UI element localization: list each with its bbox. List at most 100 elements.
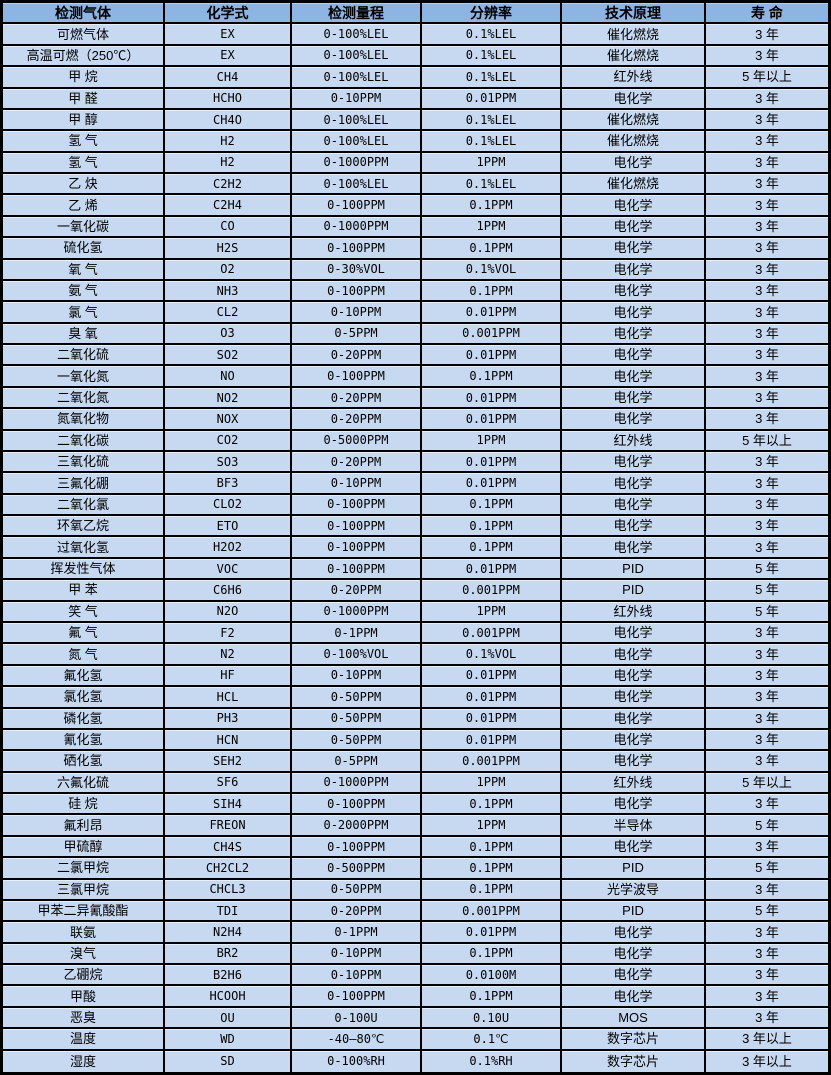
cell-lifespan: 3 年 [706,238,828,257]
cell-formula: NH3 [165,280,292,301]
cell-principle: 电化学 [562,729,706,750]
cell-lifespan: 3 年 [706,922,828,941]
cell-gas: 硅 烷 [3,794,165,814]
cell-resolution: 0.10U [422,1007,562,1028]
table-row: 氮 气 N2 0-100%VOL 0.1%VOL 电化学 3 年 [3,644,828,666]
cell-principle: 数字芯片 [562,1029,706,1049]
cell-range: 0-10PPM [292,473,422,493]
cell-gas: 氧 气 [3,259,165,279]
cell-gas: 溴气 [3,943,165,964]
cell-principle: 电化学 [562,836,706,857]
table-row: 溴气 BR2 0-10PPM 0.1PPM 电化学 3 年 [3,943,828,966]
table-row: 氟化氢 HF 0-10PPM 0.01PPM 电化学 3 年 [3,665,828,688]
table-row: 硒化氢 SEH2 0-5PPM 0.001PPM 电化学 3 年 [3,751,828,773]
cell-lifespan: 3 年 [706,153,828,172]
cell-gas: 联氨 [3,922,165,942]
cell-resolution: 0.1℃ [422,1029,562,1049]
cell-formula: HCL [165,687,292,707]
cell-resolution: 1PPM [422,601,562,622]
cell-principle: 电化学 [562,195,706,215]
cell-range: 0-30%VOL [292,259,422,279]
cell-formula: SIH4 [165,794,292,814]
cell-gas: 乙 炔 [3,174,165,194]
cell-range: 0-20PPM [292,409,422,429]
cell-range: 0-50PPM [292,708,422,728]
table-row: 硫化氢 H2S 0-100PPM 0.1PPM 电化学 3 年 [3,238,828,260]
cell-gas: 恶臭 [3,1007,165,1028]
table-row: 氯 气 CL2 0-10PPM 0.01PPM 电化学 3 年 [3,302,828,324]
table-row: 三氧化硫 SO3 0-20PPM 0.01PPM 电化学 3 年 [3,451,828,474]
cell-resolution: 0.01PPM [422,345,562,365]
cell-range: 0-5PPM [292,323,422,344]
cell-gas: 氮氧化物 [3,409,165,429]
cell-range: 0-100PPM [292,494,422,515]
cell-formula: CLO2 [165,494,292,515]
cell-gas: 磷化氢 [3,708,165,728]
cell-lifespan: 3 年 [706,687,828,706]
cell-resolution: 0.001PPM [422,751,562,771]
cell-formula: C6H6 [165,580,292,600]
cell-principle: 电化学 [562,302,706,322]
cell-gas: 六氟化硫 [3,772,165,793]
cell-gas: 甲 醇 [3,109,165,130]
cell-range: 0-1PPM [292,922,422,942]
cell-gas: 氟化氢 [3,665,165,686]
cell-range: 0-100PPM [292,836,422,857]
cell-formula: TDI [165,900,292,921]
cell-lifespan: 3 年 [706,794,828,813]
cell-gas: 氮 气 [3,644,165,664]
cell-formula: VOC [165,558,292,579]
cell-formula: HCHO [165,88,292,108]
table-row: 恶臭 OU 0-100U 0.10U MOS 3 年 [3,1007,828,1030]
table-row: 氯化氢 HCL 0-50PPM 0.01PPM 电化学 3 年 [3,687,828,709]
cell-gas: 乙硼烷 [3,965,165,985]
cell-gas: 环氧乙烷 [3,516,165,536]
cell-formula: BR2 [165,943,292,964]
cell-range: 0-5000PPM [292,430,422,450]
cell-resolution: 1PPM [422,152,562,173]
cell-lifespan: 3 年 [706,46,828,65]
table-row: 环氧乙烷 ETO 0-100PPM 0.1PPM 电化学 3 年 [3,516,828,538]
cell-lifespan: 5 年 [706,815,828,834]
cell-range: 0-20PPM [292,387,422,408]
cell-range: 0-100%LEL [292,131,422,151]
cell-principle: 光学波导 [562,879,706,899]
cell-formula: CO [165,216,292,237]
cell-range: 0-20PPM [292,580,422,600]
cell-formula: NO [165,366,292,386]
cell-range: 0-1000PPM [292,152,422,173]
table-row: 湿度 SD 0-100%RH 0.1%RH 数字芯片 3 年以上 [3,1050,828,1072]
table-row: 一氧化碳 CO 0-1000PPM 1PPM 电化学 3 年 [3,216,828,239]
cell-principle: 红外线 [562,601,706,622]
table-row: 氮氧化物 NOX 0-20PPM 0.01PPM 电化学 3 年 [3,409,828,431]
cell-lifespan: 3 年 [706,24,828,43]
cell-gas: 氢 气 [3,131,165,151]
table-row: 乙 烯 C2H4 0-100PPM 0.1PPM 电化学 3 年 [3,195,828,217]
cell-principle: 电化学 [562,665,706,686]
cell-resolution: 0.001PPM [422,900,562,921]
cell-lifespan: 3 年 [706,388,828,407]
cell-lifespan: 3 年 [706,195,828,214]
table-row: 笑 气 N2O 0-1000PPM 1PPM 红外线 5 年 [3,601,828,624]
cell-principle: 电化学 [562,366,706,386]
cell-gas: 笑 气 [3,601,165,622]
table-row: 甲酸 HCOOH 0-100PPM 0.1PPM 电化学 3 年 [3,986,828,1008]
cell-principle: 电化学 [562,751,706,771]
cell-resolution: 0.001PPM [422,323,562,344]
cell-lifespan: 5 年以上 [706,67,828,86]
cell-principle: 电化学 [562,451,706,472]
cell-gas: 三氧化硫 [3,451,165,472]
cell-range: 0-2000PPM [292,815,422,835]
cell-principle: PID [562,900,706,921]
cell-formula: O2 [165,259,292,279]
cell-resolution: 0.1%LEL [422,174,562,194]
cell-formula: N2H4 [165,922,292,942]
cell-principle: 半导体 [562,815,706,835]
cell-gas: 二氧化硫 [3,345,165,365]
cell-range: 0-1000PPM [292,772,422,793]
column-header-lifespan: 寿 命 [706,3,828,22]
table-row: 臭 氧 O3 0-5PPM 0.001PPM 电化学 3 年 [3,323,828,346]
cell-formula: OU [165,1007,292,1028]
table-row: 硅 烷 SIH4 0-100PPM 0.1PPM 电化学 3 年 [3,794,828,816]
cell-formula: N2O [165,601,292,622]
